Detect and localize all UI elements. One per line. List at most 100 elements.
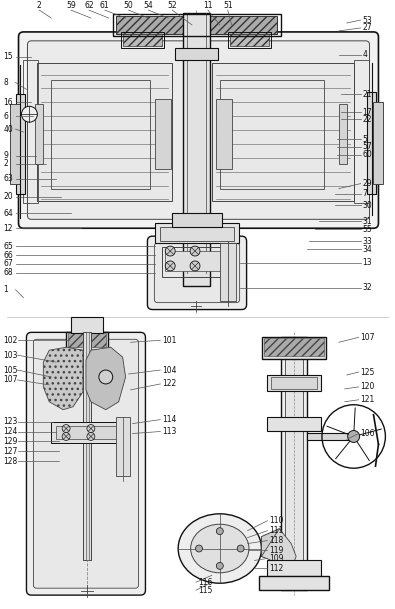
Text: 110: 110 [269,516,284,525]
Text: 63: 63 [4,174,13,183]
Text: 50: 50 [124,1,134,10]
Bar [183,13,210,286]
Bar [260,576,329,590]
Bar [116,417,130,476]
Text: 5: 5 [363,135,367,144]
Bar [230,34,269,46]
Bar [216,99,232,169]
Circle shape [196,545,203,552]
Text: 129: 129 [4,437,18,446]
Text: 9: 9 [4,152,9,160]
Circle shape [21,107,38,122]
Ellipse shape [191,524,249,573]
Circle shape [216,527,223,535]
Text: 6: 6 [4,111,9,121]
Bar [122,34,162,46]
Text: 127: 127 [4,447,18,456]
Text: 7: 7 [363,189,367,198]
Circle shape [190,246,200,256]
Text: 59: 59 [66,1,76,10]
Circle shape [165,246,175,256]
Circle shape [62,424,70,432]
Bar [228,32,271,48]
Bar [212,63,354,202]
Polygon shape [43,347,83,410]
Circle shape [237,545,244,552]
Bar [51,421,129,443]
Bar [262,337,326,359]
Text: 60: 60 [363,150,372,160]
Text: 66: 66 [4,250,13,259]
Text: 29: 29 [363,179,372,188]
Text: 118: 118 [269,536,284,545]
Text: 124: 124 [4,427,18,436]
Bar [36,104,43,164]
Bar [162,247,232,277]
Text: 104: 104 [162,365,177,375]
Text: 21: 21 [363,90,372,99]
Polygon shape [86,347,126,410]
Text: 52: 52 [167,1,177,10]
Text: 122: 122 [162,379,177,389]
Bar [281,337,307,590]
Circle shape [216,562,223,569]
Text: 120: 120 [361,382,375,392]
Bar [23,60,38,203]
Text: 51: 51 [223,1,233,10]
Bar [120,32,164,48]
Text: 34: 34 [363,245,372,253]
FancyBboxPatch shape [147,236,246,309]
Text: 105: 105 [4,365,18,375]
Text: 107: 107 [361,333,375,342]
Text: 109: 109 [269,554,284,563]
Bar [83,333,91,560]
Text: 2: 2 [37,1,42,10]
Text: 101: 101 [162,336,177,345]
Circle shape [87,424,95,432]
Text: 2: 2 [4,160,8,168]
Text: 55: 55 [363,225,372,234]
Text: 102: 102 [4,336,18,345]
FancyBboxPatch shape [27,41,370,219]
Text: 65: 65 [4,242,13,250]
Polygon shape [261,529,286,560]
Ellipse shape [178,514,261,583]
Bar [116,16,277,34]
Text: 30: 30 [363,201,372,210]
Text: 13: 13 [363,258,372,267]
FancyBboxPatch shape [26,333,145,595]
Bar [173,214,221,227]
Text: 15: 15 [4,52,13,62]
Bar [339,104,347,164]
Bar [264,339,324,356]
Text: 1: 1 [4,285,8,294]
Text: 114: 114 [162,415,177,424]
Text: 22: 22 [363,114,372,124]
Text: 67: 67 [4,259,13,269]
Text: 125: 125 [361,367,375,376]
Text: 121: 121 [361,395,375,404]
Bar [271,377,317,389]
Text: 20: 20 [4,192,13,201]
Text: 4: 4 [363,50,367,59]
Bar [56,426,124,440]
Text: 106: 106 [361,429,375,438]
Text: 62: 62 [84,1,94,10]
Bar [68,333,106,347]
Bar [160,227,234,241]
Text: 128: 128 [4,457,18,466]
Text: 107: 107 [4,376,18,384]
Text: 54: 54 [143,1,153,10]
Bar [354,60,369,203]
FancyBboxPatch shape [154,243,240,303]
Text: 116: 116 [198,578,213,586]
Text: 17: 17 [363,108,372,117]
Text: 11: 11 [203,1,213,10]
Bar [267,560,321,576]
Text: 16: 16 [4,98,13,107]
Bar [220,80,324,189]
Text: 64: 64 [4,209,13,218]
Circle shape [348,431,359,442]
Bar [155,99,171,169]
Text: 112: 112 [269,564,284,573]
